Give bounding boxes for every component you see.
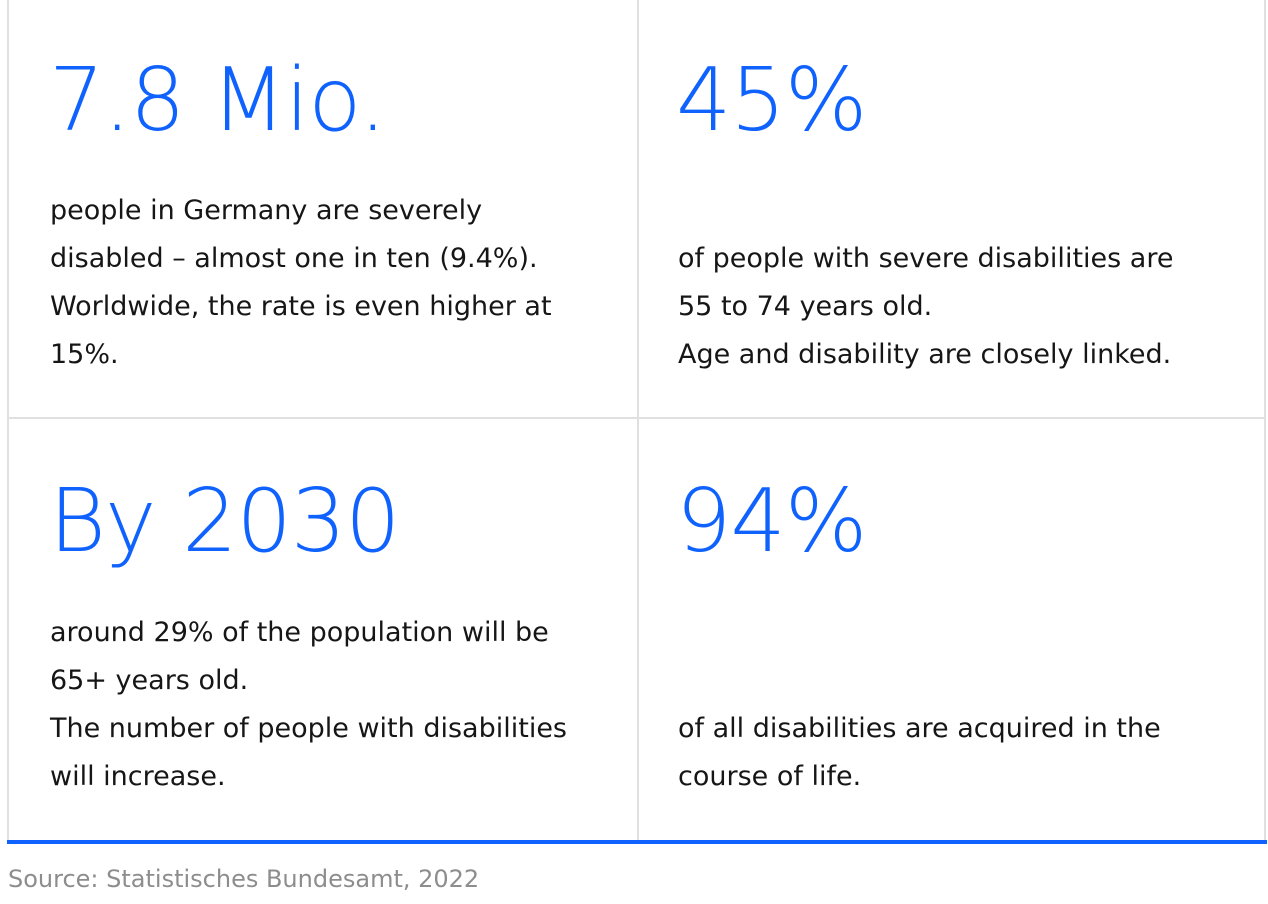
stat-description-line: Worldwide, the rate is even higher at xyxy=(50,291,552,322)
vertical-divider xyxy=(637,0,639,841)
stat-description-line: around 29% of the population will be xyxy=(50,617,549,648)
stat-description: of all disabilities are acquired in the … xyxy=(678,705,1161,801)
stat-description-line: of all disabilities are acquired in the xyxy=(678,713,1161,744)
horizontal-divider xyxy=(9,417,1264,419)
stat-description-line: 65+ years old. xyxy=(50,665,249,696)
stat-description-line: 15%. xyxy=(50,339,119,370)
stat-description-line: people in Germany are severely xyxy=(50,195,483,226)
stat-description-line: 55 to 74 years old. xyxy=(678,291,933,322)
source-note: Source: Statistisches Bundesamt, 2022 xyxy=(8,865,480,893)
stat-description-line: Age and disability are closely linked. xyxy=(678,339,1172,370)
stat-value: By 2030 xyxy=(49,470,401,572)
stat-description-line: The number of people with disabilities xyxy=(50,713,567,744)
stat-description-line: disabled – almost one in ten (9.4%). xyxy=(50,243,538,274)
stat-description: of people with severe disabilities are 5… xyxy=(678,235,1173,379)
stat-value: 7.8 Mio. xyxy=(49,49,387,151)
stat-description-line: course of life. xyxy=(678,761,862,792)
stat-value: 94% xyxy=(676,470,867,572)
stats-grid xyxy=(7,0,1266,843)
bottom-accent-bar xyxy=(7,840,1267,844)
stat-description-line: will increase. xyxy=(50,761,226,792)
stat-value: 45% xyxy=(676,49,867,151)
stat-description: around 29% of the population will be 65+… xyxy=(50,609,567,801)
stat-description-line: of people with severe disabilities are xyxy=(678,243,1174,274)
stat-description: people in Germany are severely disabled … xyxy=(50,187,552,379)
